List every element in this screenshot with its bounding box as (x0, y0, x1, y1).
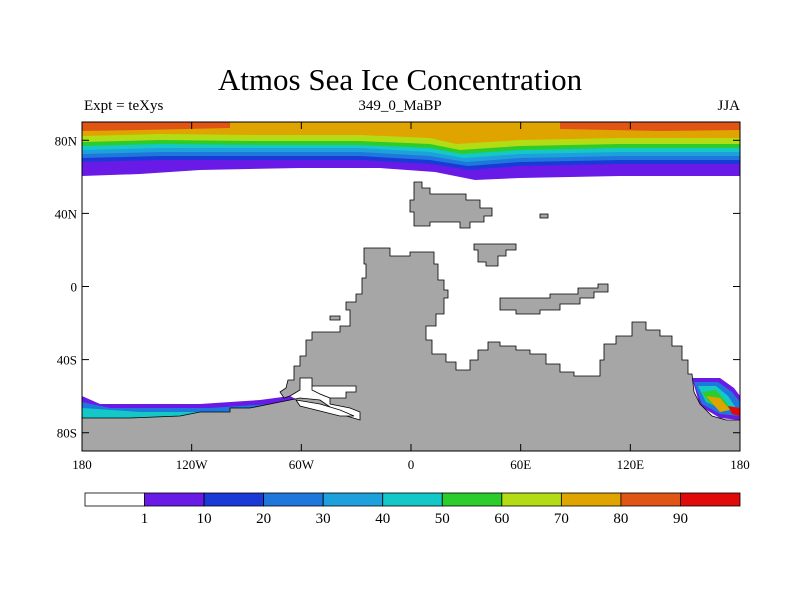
arctic-sea-ice (82, 122, 740, 180)
y-tick-label: 80S (57, 426, 77, 441)
land-lake-gap-2 (295, 399, 355, 417)
south-ice-east-red (728, 406, 740, 416)
land-small-island (539, 213, 549, 219)
x-tick-label: 120W (176, 457, 209, 472)
colorbar-segment (203, 492, 265, 507)
y-tick-label: 40S (57, 353, 77, 368)
colorbar-segment (501, 492, 562, 507)
y-tick-label: 40N (55, 206, 78, 221)
colorbar-label: 40 (375, 511, 390, 527)
colorbar-segment (382, 492, 443, 507)
land-mid-east (473, 243, 517, 267)
x-tick-label: 180 (72, 457, 92, 472)
x-axis: 180 120W 60W 0 60E 120E 180 (72, 122, 750, 472)
colorbar-segment (620, 492, 681, 507)
y-axis: 80N 40N 0 40S 80S (55, 133, 740, 441)
land-main-continent (82, 247, 740, 451)
land-east-strip (499, 283, 609, 315)
ice-band-80-patch-east (560, 122, 740, 131)
land-cuba-island (329, 315, 341, 321)
land-lake-gap (311, 385, 357, 399)
colorbar-label: 20 (256, 511, 271, 527)
colorbar-label: 70 (554, 511, 569, 527)
land-east-asia (409, 181, 493, 229)
colorbar-label: 60 (494, 511, 509, 527)
colorbar-label: 10 (197, 511, 212, 527)
experiment-label: Expt = teXys (84, 98, 164, 114)
map-title: Atmos Sea Ice Concentration (217, 62, 583, 97)
ice-band-80-patch-west (82, 122, 230, 131)
colorbar-label: 30 (316, 511, 331, 527)
colorbar-segment (322, 492, 384, 507)
time-label: 349_0_MaBP (358, 98, 442, 114)
y-tick-label: 80N (55, 133, 78, 148)
colorbar: 1 10 20 30 40 50 60 70 80 90 (84, 492, 741, 527)
x-tick-label: 60E (510, 457, 531, 472)
land-masses (82, 181, 740, 451)
map-plot (82, 122, 740, 451)
colorbar-segment (680, 492, 741, 507)
colorbar-label: 50 (435, 511, 450, 527)
x-tick-label: 60W (289, 457, 315, 472)
colorbar-segment (144, 492, 205, 507)
colorbar-segment (560, 492, 622, 507)
x-tick-label: 120E (617, 457, 645, 472)
colorbar-label: 80 (613, 511, 628, 527)
colorbar-label: 90 (673, 511, 688, 527)
x-tick-label: 180 (730, 457, 750, 472)
colorbar-segment (263, 492, 324, 507)
x-tick-label: 0 (408, 457, 415, 472)
colorbar-segment (84, 492, 145, 507)
colorbar-label: 1 (141, 511, 149, 527)
season-label: JJA (717, 98, 740, 114)
y-tick-label: 0 (71, 280, 78, 295)
colorbar-segment (441, 492, 503, 507)
south-ice-east-orange (706, 396, 730, 412)
